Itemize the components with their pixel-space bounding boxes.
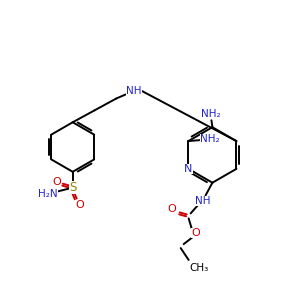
Text: NH₂: NH₂: [201, 109, 220, 119]
Text: O: O: [75, 200, 84, 211]
Text: O: O: [52, 177, 61, 187]
Text: CH₃: CH₃: [189, 263, 208, 273]
Text: O: O: [191, 228, 200, 238]
Text: NH: NH: [126, 85, 142, 96]
Text: N: N: [184, 164, 193, 174]
Text: H₂N: H₂N: [38, 189, 58, 199]
Text: O: O: [167, 204, 176, 214]
Text: NH: NH: [195, 196, 210, 206]
Text: NH₂: NH₂: [200, 134, 220, 144]
Text: S: S: [69, 181, 76, 194]
